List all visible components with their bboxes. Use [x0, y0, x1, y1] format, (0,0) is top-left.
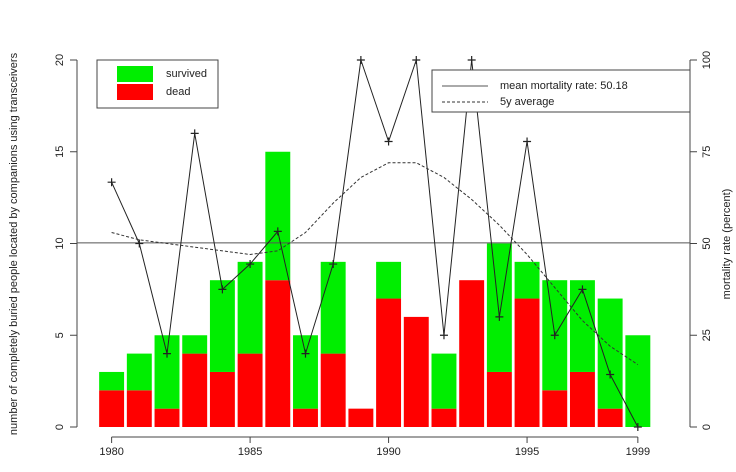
bar	[182, 353, 208, 427]
marker	[412, 56, 421, 64]
bar	[209, 280, 235, 372]
marker	[439, 331, 448, 340]
marker	[384, 137, 393, 146]
bar	[403, 316, 429, 427]
marker	[218, 285, 227, 294]
bar	[486, 371, 512, 427]
marker	[523, 137, 532, 146]
x-tick-label: 1980	[99, 446, 123, 458]
bar	[597, 408, 623, 427]
legend-label: dead	[166, 86, 190, 98]
legend-label: mean mortality rate: 50.18	[500, 80, 628, 92]
y-tick-label: 20	[54, 54, 66, 66]
line	[111, 59, 639, 428]
bar	[320, 353, 346, 427]
marker	[356, 56, 365, 64]
legend-swatch	[117, 84, 153, 100]
marker	[273, 227, 282, 236]
marker	[163, 349, 172, 358]
bar	[597, 298, 623, 409]
legend-label: survived	[166, 68, 207, 80]
bar	[376, 261, 402, 299]
marker	[107, 178, 116, 187]
bar	[99, 371, 125, 391]
marker	[190, 129, 199, 138]
bar	[99, 390, 125, 427]
bar	[154, 335, 180, 409]
legend-box	[431, 69, 691, 113]
bar	[126, 353, 152, 391]
bar	[126, 390, 152, 427]
bar	[459, 280, 485, 427]
marker	[329, 260, 338, 269]
legend-swatch	[117, 66, 153, 82]
y2-tick-label: 25	[701, 329, 713, 341]
bar	[182, 335, 208, 354]
bar	[348, 408, 374, 427]
bar	[320, 261, 346, 354]
x-tick-label: 1990	[376, 446, 400, 458]
bar	[154, 408, 180, 427]
y2-tick-label: 100	[701, 51, 713, 69]
bar	[569, 280, 595, 372]
bar	[265, 151, 291, 281]
y-tick-label: 15	[54, 146, 66, 158]
y2-tick-label: 75	[701, 146, 713, 158]
bar	[237, 353, 263, 427]
y-tick-label: 10	[54, 237, 66, 249]
bar	[293, 408, 318, 427]
bar	[514, 261, 540, 299]
bar	[209, 371, 235, 427]
x-tick-label: 1985	[238, 446, 262, 458]
bar	[293, 335, 318, 409]
marker	[495, 312, 504, 321]
marker	[135, 239, 144, 248]
y2-axis-label: mortality rate (percent)	[721, 189, 733, 300]
marker	[578, 285, 587, 294]
y2-tick-label: 0	[701, 424, 713, 430]
y2-tick-label: 50	[701, 237, 713, 249]
marker	[467, 56, 476, 64]
marker	[606, 370, 615, 379]
bar	[569, 371, 595, 427]
marker	[633, 423, 642, 431]
line	[111, 162, 639, 366]
bar	[514, 298, 540, 427]
bar	[431, 408, 457, 427]
x-tick-label: 1995	[515, 446, 539, 458]
bar	[376, 298, 402, 427]
bar	[625, 335, 651, 427]
y-tick-label: 0	[54, 424, 66, 430]
bar	[265, 280, 291, 427]
legend-label: 5y average	[500, 96, 554, 108]
marker	[246, 260, 255, 269]
bar	[431, 353, 457, 409]
marker	[301, 349, 310, 358]
y-tick-label: 5	[54, 332, 66, 338]
x-tick-label: 1999	[626, 446, 650, 458]
marker	[550, 331, 559, 340]
bar	[542, 390, 568, 427]
bar	[237, 261, 263, 354]
y-axis-label: number of completely buried people locat…	[8, 52, 20, 435]
